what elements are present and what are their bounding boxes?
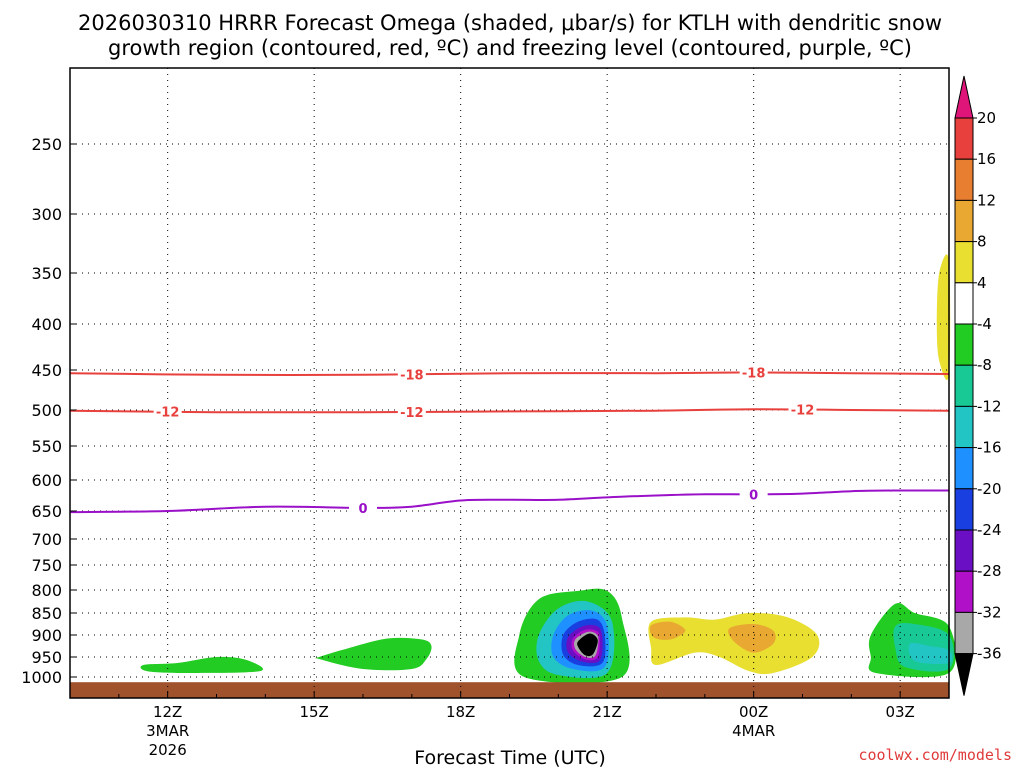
- colorbar-cap-bottom: [954, 653, 974, 696]
- omega-region: [908, 642, 953, 665]
- x-tick-label: 15Z: [299, 703, 328, 721]
- contour-label-bg: [349, 499, 377, 516]
- x-tick-date: 4MAR: [732, 722, 775, 740]
- colorbar-swatch: [954, 570, 974, 613]
- omega-region: [577, 633, 598, 657]
- x-axis-label: Forecast Time (UTC): [414, 747, 605, 768]
- colorbar-label: -4: [977, 315, 992, 333]
- y-tick-label: 550: [31, 437, 62, 456]
- y-tick-label: 800: [31, 581, 62, 600]
- colorbar-label: -16: [977, 439, 1002, 457]
- x-tick-label: 21Z: [592, 703, 621, 721]
- colorbar-label: -36: [977, 645, 1002, 663]
- contour-label-bg: [739, 364, 768, 381]
- colorbar-label: -28: [977, 562, 1002, 580]
- chart-title-line-1: 2026030310 HRRR Forecast Omega (shaded, …: [78, 11, 942, 35]
- contour-label-bg: [788, 401, 817, 418]
- y-tick-label: 1000: [21, 668, 62, 687]
- y-tick-label: 250: [31, 135, 62, 154]
- dgz-contour-line: [69, 371, 950, 377]
- y-axis: 250 300 350 400 450 500 550 600 650 700 750 800 850 9…: [21, 135, 76, 687]
- colorbar: 20 16 12 8 4 -4 -8 -12 -16 -20 -24 -28 -32 -36: [954, 75, 1002, 696]
- omega-region: [728, 623, 776, 653]
- x-tick-label: 18Z: [446, 703, 475, 721]
- colorbar-label: 20: [977, 109, 996, 127]
- colorbar-label: 16: [977, 150, 996, 168]
- contour-lines: -18 -18 -12 -12 -12 0 0: [69, 364, 950, 517]
- contour-label: -18: [742, 366, 766, 381]
- colorbar-label: 4: [977, 274, 987, 292]
- contour-label: -12: [156, 406, 180, 421]
- colorbar-swatch: [954, 158, 974, 201]
- y-tick-label: 750: [31, 556, 62, 575]
- contour-label: -12: [400, 406, 424, 421]
- plot-frame: [69, 67, 950, 699]
- credit-text: coolwx.com/models: [858, 746, 1012, 764]
- contour-label: 0: [358, 502, 367, 517]
- terrain-strip: [70, 682, 949, 698]
- colorbar-cap-top: [954, 75, 974, 119]
- colorbar-label: -24: [977, 521, 1002, 539]
- chart-title-line-2: growth region (contoured, red, ºC) and f…: [108, 36, 912, 60]
- colorbar-swatch: [954, 241, 974, 284]
- y-tick-label: 600: [31, 471, 62, 490]
- contour-label-bg: [397, 366, 426, 383]
- colorbar-label: 8: [977, 233, 987, 251]
- omega-region: [140, 656, 264, 674]
- colorbar-swatch: [954, 364, 974, 407]
- omega-region: [314, 637, 432, 671]
- contour-label-bg: [397, 403, 426, 420]
- contour-label: -12: [791, 404, 815, 419]
- colorbar-swatch: [954, 447, 974, 490]
- y-tick-label: 400: [31, 315, 62, 334]
- x-tick-label: 12Z: [153, 703, 182, 721]
- contour-label: 0: [749, 488, 758, 503]
- contour-label: -18: [400, 368, 424, 383]
- colorbar-swatch: [954, 488, 974, 531]
- y-tick-label: 850: [31, 604, 62, 623]
- y-tick-label: 950: [31, 648, 62, 667]
- colorbar-label: -12: [977, 397, 1002, 415]
- omega-region: [936, 254, 951, 381]
- omega-region: [648, 612, 820, 675]
- colorbar-label: -20: [977, 480, 1002, 498]
- grid-lines: [70, 68, 949, 698]
- colorbar-label: -32: [977, 603, 1002, 621]
- x-tick-date: 3MAR: [146, 722, 189, 740]
- y-tick-label: 900: [31, 626, 62, 645]
- colorbar-swatch: [954, 529, 974, 572]
- x-tick-label: 03Z: [885, 703, 914, 721]
- freezing-level-contour-line: [69, 489, 950, 514]
- x-tick-label: 00Z: [739, 703, 768, 721]
- x-tick-year: 2026: [149, 741, 187, 759]
- contour-label-bg: [153, 403, 182, 420]
- colorbar-label: 12: [977, 191, 996, 209]
- y-tick-label: 450: [31, 361, 62, 380]
- colorbar-swatch: [954, 611, 974, 655]
- dgz-contour-line: [69, 408, 950, 414]
- contour-label-bg: [739, 486, 768, 503]
- colorbar-swatch: [954, 405, 974, 449]
- terrain: [70, 682, 949, 698]
- omega-shaded-regions: [140, 254, 956, 684]
- colorbar-label: -8: [977, 356, 992, 374]
- colorbar-swatch: [954, 199, 974, 243]
- y-tick-label: 500: [31, 401, 62, 420]
- y-tick-label: 650: [31, 502, 62, 521]
- colorbar-swatch: [954, 323, 974, 366]
- colorbar-swatch: [954, 282, 974, 325]
- y-tick-label: 700: [31, 530, 62, 549]
- y-tick-label: 300: [31, 205, 62, 224]
- colorbar-swatch: [954, 117, 974, 160]
- y-tick-label: 350: [31, 264, 62, 283]
